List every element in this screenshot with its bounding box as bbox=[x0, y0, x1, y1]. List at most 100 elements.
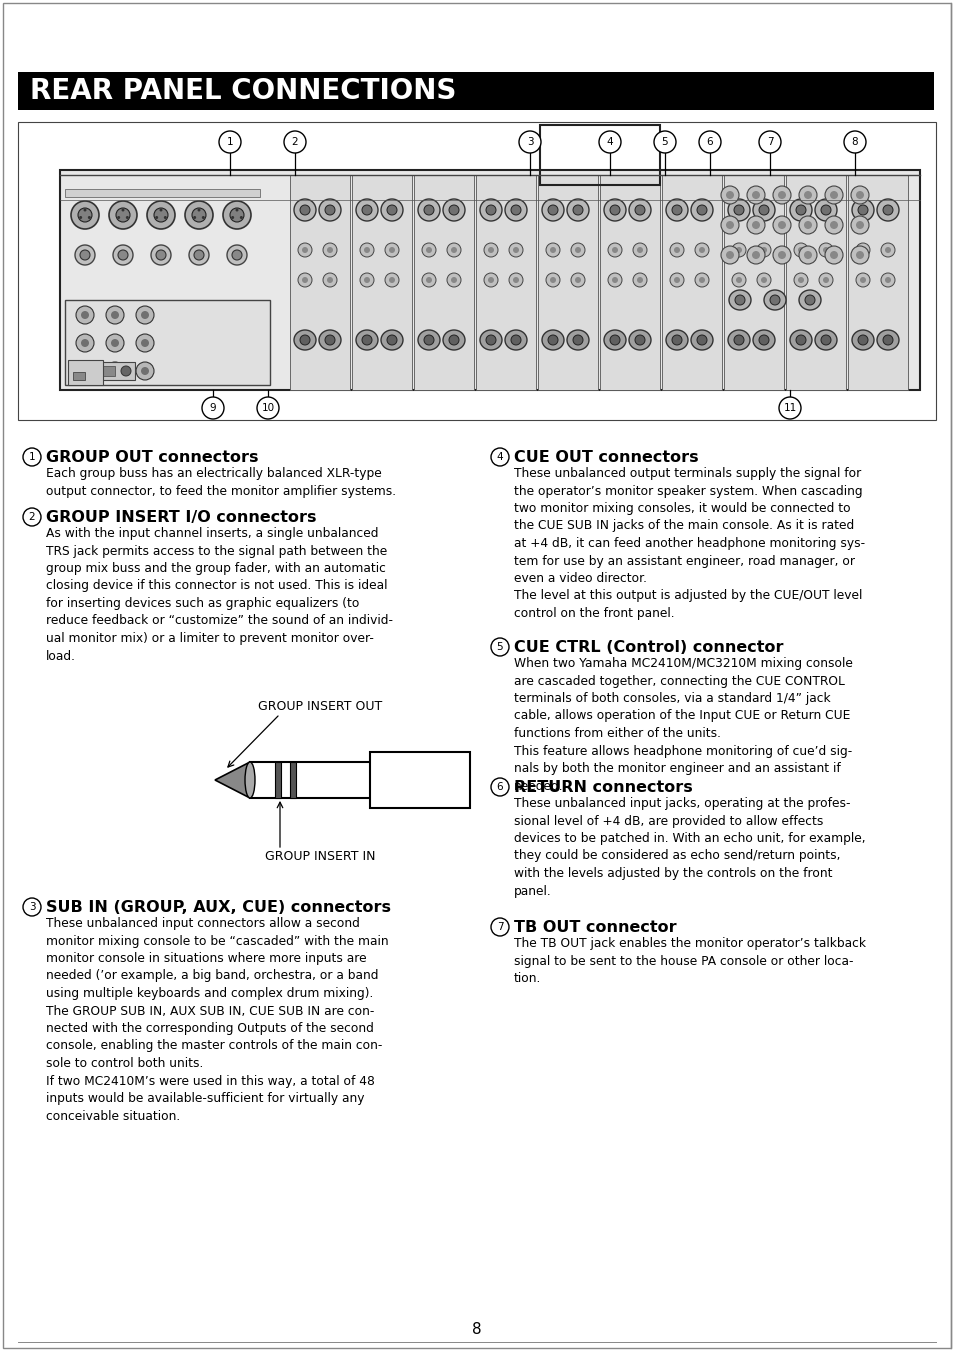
Circle shape bbox=[573, 205, 582, 215]
Circle shape bbox=[571, 243, 584, 257]
Circle shape bbox=[609, 205, 619, 215]
Circle shape bbox=[720, 216, 739, 234]
Circle shape bbox=[121, 366, 131, 376]
Circle shape bbox=[799, 216, 816, 234]
Ellipse shape bbox=[728, 290, 750, 309]
Circle shape bbox=[361, 335, 372, 345]
Text: 11: 11 bbox=[782, 403, 796, 413]
Circle shape bbox=[513, 247, 518, 253]
Circle shape bbox=[695, 273, 708, 286]
Circle shape bbox=[509, 243, 522, 257]
Circle shape bbox=[156, 250, 166, 259]
Circle shape bbox=[79, 216, 82, 219]
Circle shape bbox=[757, 273, 770, 286]
Circle shape bbox=[612, 277, 618, 282]
Circle shape bbox=[426, 247, 432, 253]
Circle shape bbox=[136, 362, 153, 380]
Circle shape bbox=[746, 246, 764, 263]
Circle shape bbox=[803, 251, 811, 259]
Ellipse shape bbox=[504, 330, 526, 350]
Circle shape bbox=[447, 273, 460, 286]
Bar bbox=[537, 176, 598, 390]
Circle shape bbox=[778, 222, 785, 230]
Circle shape bbox=[829, 190, 837, 199]
Ellipse shape bbox=[876, 330, 898, 350]
Ellipse shape bbox=[603, 330, 625, 350]
Circle shape bbox=[859, 277, 865, 282]
Circle shape bbox=[227, 245, 247, 265]
Circle shape bbox=[795, 335, 805, 345]
Circle shape bbox=[327, 277, 333, 282]
Circle shape bbox=[598, 131, 620, 153]
Circle shape bbox=[746, 216, 764, 234]
Circle shape bbox=[449, 205, 458, 215]
Circle shape bbox=[731, 273, 745, 286]
Circle shape bbox=[294, 199, 315, 222]
Circle shape bbox=[447, 243, 460, 257]
Circle shape bbox=[603, 199, 625, 222]
Circle shape bbox=[189, 245, 209, 265]
Circle shape bbox=[859, 247, 865, 253]
Circle shape bbox=[136, 334, 153, 353]
Circle shape bbox=[202, 397, 224, 419]
Circle shape bbox=[451, 277, 456, 282]
Circle shape bbox=[669, 243, 683, 257]
Circle shape bbox=[695, 243, 708, 257]
Ellipse shape bbox=[690, 330, 712, 350]
Circle shape bbox=[550, 277, 556, 282]
Circle shape bbox=[223, 201, 251, 230]
Circle shape bbox=[361, 205, 372, 215]
Text: 4: 4 bbox=[606, 136, 613, 147]
Circle shape bbox=[884, 277, 890, 282]
Circle shape bbox=[797, 277, 803, 282]
Circle shape bbox=[511, 205, 520, 215]
Text: These unbalanced output terminals supply the signal for
the operator’s monitor s: These unbalanced output terminals supply… bbox=[514, 467, 864, 620]
Text: 1: 1 bbox=[29, 453, 35, 462]
Circle shape bbox=[772, 186, 790, 204]
Circle shape bbox=[635, 205, 644, 215]
Circle shape bbox=[746, 186, 764, 204]
Circle shape bbox=[637, 277, 642, 282]
Circle shape bbox=[323, 273, 336, 286]
Circle shape bbox=[633, 243, 646, 257]
Circle shape bbox=[727, 199, 749, 222]
Circle shape bbox=[483, 273, 497, 286]
Circle shape bbox=[545, 273, 559, 286]
Circle shape bbox=[302, 247, 308, 253]
Circle shape bbox=[880, 273, 894, 286]
Circle shape bbox=[734, 295, 744, 305]
Circle shape bbox=[78, 208, 91, 222]
Circle shape bbox=[364, 277, 370, 282]
Circle shape bbox=[23, 508, 41, 526]
Circle shape bbox=[491, 778, 509, 796]
Text: RETURN connectors: RETURN connectors bbox=[514, 780, 692, 794]
Text: As with the input channel inserts, a single unbalanced
TRS jack permits access t: As with the input channel inserts, a sin… bbox=[46, 527, 393, 662]
Circle shape bbox=[607, 273, 621, 286]
Circle shape bbox=[76, 334, 94, 353]
Text: 5: 5 bbox=[497, 642, 503, 653]
Bar bbox=[352, 176, 412, 390]
Circle shape bbox=[364, 247, 370, 253]
Circle shape bbox=[239, 216, 243, 219]
Circle shape bbox=[193, 216, 196, 219]
Ellipse shape bbox=[665, 330, 687, 350]
Bar bbox=[65, 189, 260, 197]
Circle shape bbox=[778, 251, 785, 259]
Circle shape bbox=[804, 295, 814, 305]
Text: 1: 1 bbox=[227, 136, 233, 147]
Circle shape bbox=[389, 247, 395, 253]
Circle shape bbox=[387, 335, 396, 345]
Circle shape bbox=[185, 201, 213, 230]
Circle shape bbox=[380, 199, 402, 222]
Circle shape bbox=[106, 305, 124, 324]
Circle shape bbox=[485, 335, 496, 345]
Text: These unbalanced input jacks, operating at the profes-
sional level of +4 dB, ar: These unbalanced input jacks, operating … bbox=[514, 797, 864, 897]
Circle shape bbox=[192, 208, 206, 222]
Text: 6: 6 bbox=[497, 782, 503, 792]
Circle shape bbox=[628, 199, 650, 222]
Circle shape bbox=[117, 216, 120, 219]
Circle shape bbox=[547, 205, 558, 215]
Circle shape bbox=[799, 186, 816, 204]
Circle shape bbox=[876, 199, 898, 222]
Circle shape bbox=[824, 186, 842, 204]
